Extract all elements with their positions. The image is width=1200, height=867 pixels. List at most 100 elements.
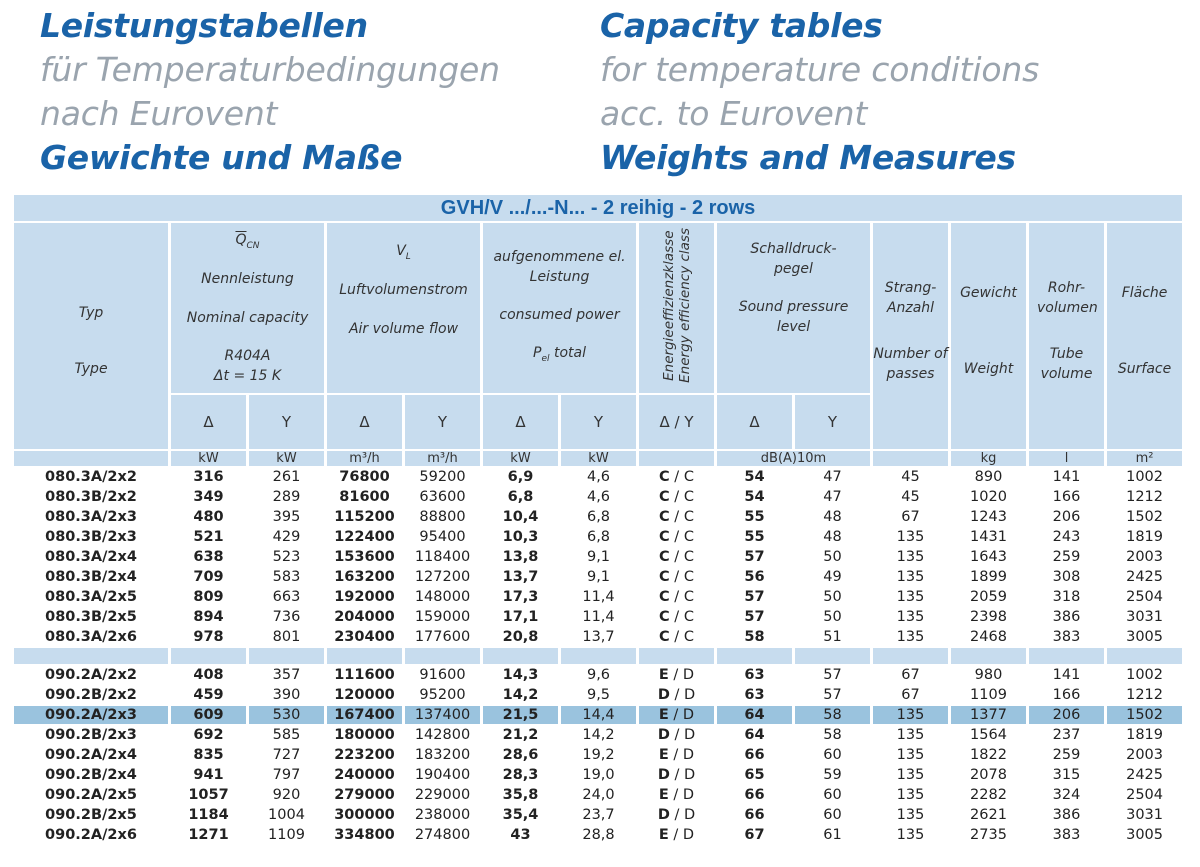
table-row: 090.2B/2x3 692 585 180000 142800 21,2 14,2 D / … bbox=[14, 726, 1183, 744]
cell-type: 080.3A/2x3 bbox=[14, 508, 168, 526]
cell-sound-delta: 63 bbox=[717, 686, 792, 704]
header-power-symbol: Pel total bbox=[533, 345, 586, 364]
cell-weight: 890 bbox=[951, 468, 1026, 486]
heading-en-line4: Weights and Measures bbox=[600, 138, 1016, 177]
cell-surface: 2504 bbox=[1107, 588, 1183, 606]
cell-surface: 3031 bbox=[1107, 608, 1183, 626]
cell-surface: 1819 bbox=[1107, 528, 1183, 546]
cell-efficiency: E / D bbox=[639, 826, 714, 844]
cell-air-star: 88800 bbox=[405, 508, 480, 526]
cell-capacity-star: 797 bbox=[249, 766, 324, 784]
cell-passes: 135 bbox=[873, 746, 948, 764]
cell-air-star: 95400 bbox=[405, 528, 480, 546]
unit-eff bbox=[639, 451, 714, 466]
cell-air-star: 148000 bbox=[405, 588, 480, 606]
table-row: 090.2A/2x3 609 530 167400 137400 21,5 14,4 E / … bbox=[14, 706, 1183, 724]
cell-sound-delta: 66 bbox=[717, 786, 792, 804]
cell-sound-star: 47 bbox=[795, 488, 870, 506]
cell-surface: 3005 bbox=[1107, 826, 1183, 844]
cell-capacity-delta: 709 bbox=[171, 568, 246, 586]
cell-efficiency: D / D bbox=[639, 766, 714, 784]
cell-power-delta: 6,9 bbox=[483, 468, 558, 486]
header-tube-de: Rohr-volumen bbox=[1037, 280, 1098, 316]
unit-pow-y: kW bbox=[561, 451, 636, 466]
cell-tube-volume: 166 bbox=[1029, 686, 1104, 704]
cell-passes: 135 bbox=[873, 568, 948, 586]
cell-capacity-delta: 1184 bbox=[171, 806, 246, 824]
efficiency-class-star: C bbox=[683, 489, 694, 505]
cell-passes: 45 bbox=[873, 468, 948, 486]
cell-air-delta: 204000 bbox=[327, 608, 402, 626]
heading-de-line1: Leistungstabellen bbox=[40, 6, 368, 45]
cell-air-delta: 120000 bbox=[327, 686, 402, 704]
cell-surface: 2425 bbox=[1107, 766, 1183, 784]
cell-capacity-delta: 809 bbox=[171, 588, 246, 606]
cell-weight: 1377 bbox=[951, 706, 1026, 724]
efficiency-class-delta: D bbox=[657, 767, 670, 783]
efficiency-class-star: D bbox=[683, 687, 696, 703]
unit-cap-d: kW bbox=[171, 451, 246, 466]
cell-type: 080.3B/2x3 bbox=[14, 528, 168, 546]
units-row: kW kW m³/h m³/h kW kW dB(A)10m kg l m² bbox=[14, 451, 1183, 466]
cell-capacity-delta: 408 bbox=[171, 666, 246, 684]
header-tube-en: Tube volume bbox=[1040, 346, 1093, 382]
cell-capacity-star: 261 bbox=[249, 468, 324, 486]
header-sound-de: Schalldruck-pegel bbox=[750, 241, 837, 277]
symbol-star: Y bbox=[561, 395, 636, 449]
unit-type bbox=[14, 451, 168, 466]
table-row: 080.3A/2x4 638 523 153600 118400 13,8 9,1 C / C… bbox=[14, 548, 1183, 566]
cell-passes: 135 bbox=[873, 826, 948, 844]
cell-weight: 1564 bbox=[951, 726, 1026, 744]
cell-capacity-star: 1004 bbox=[249, 806, 324, 824]
cell-power-delta: 13,7 bbox=[483, 568, 558, 586]
cell-power-star: 9,1 bbox=[561, 568, 636, 586]
cell-surface: 2003 bbox=[1107, 746, 1183, 764]
cell-weight: 2398 bbox=[951, 608, 1026, 626]
cell-type: 090.2A/2x3 bbox=[14, 706, 168, 724]
cell-surface: 1002 bbox=[1107, 666, 1183, 684]
efficiency-class-delta: D bbox=[657, 807, 670, 823]
cell-power-delta: 35,8 bbox=[483, 786, 558, 804]
cell-surface: 1819 bbox=[1107, 726, 1183, 744]
cell-air-delta: 163200 bbox=[327, 568, 402, 586]
cell-capacity-star: 357 bbox=[249, 666, 324, 684]
symbol-star: Y bbox=[405, 395, 480, 449]
capacity-table-wrapper: GVH/V .../...-N... - 2 reihig - 2 rows T… bbox=[14, 193, 1184, 846]
header-tube-volume: Rohr-volumen Tube volume bbox=[1029, 223, 1104, 449]
cell-type: 090.2B/2x4 bbox=[14, 766, 168, 784]
cell-air-delta: 81600 bbox=[327, 488, 402, 506]
cell-capacity-delta: 521 bbox=[171, 528, 246, 546]
cell-power-delta: 13,8 bbox=[483, 548, 558, 566]
cell-sound-delta: 65 bbox=[717, 766, 792, 784]
cell-power-delta: 17,1 bbox=[483, 608, 558, 626]
cell-passes: 67 bbox=[873, 686, 948, 704]
cell-power-delta: 10,3 bbox=[483, 528, 558, 546]
header-efficiency-text: Energieeffizienzklasse Energy efficiency … bbox=[660, 227, 693, 383]
cell-efficiency: D / D bbox=[639, 686, 714, 704]
cell-tube-volume: 308 bbox=[1029, 568, 1104, 586]
header-passes-de: Strang-Anzahl bbox=[884, 280, 937, 316]
cell-air-delta: 167400 bbox=[327, 706, 402, 724]
heading-de-line4: Gewichte und Maße bbox=[40, 138, 403, 177]
cell-capacity-delta: 1271 bbox=[171, 826, 246, 844]
efficiency-class-delta: C bbox=[659, 569, 670, 585]
efficiency-class-star: D bbox=[682, 747, 695, 763]
efficiency-class-delta: C bbox=[659, 589, 670, 605]
cell-air-star: 127200 bbox=[405, 568, 480, 586]
cell-weight: 2468 bbox=[951, 628, 1026, 646]
cell-power-delta: 28,3 bbox=[483, 766, 558, 784]
cell-weight: 1822 bbox=[951, 746, 1026, 764]
cell-power-star: 19,0 bbox=[561, 766, 636, 784]
header-capacity-en: Nominal capacity bbox=[186, 310, 309, 327]
cell-sound-delta: 67 bbox=[717, 826, 792, 844]
cell-sound-delta: 56 bbox=[717, 568, 792, 586]
symbol-delta: Δ bbox=[171, 395, 246, 449]
cell-sound-star: 49 bbox=[795, 568, 870, 586]
cell-air-star: 59200 bbox=[405, 468, 480, 486]
cell-sound-star: 51 bbox=[795, 628, 870, 646]
efficiency-class-delta: E bbox=[658, 827, 669, 843]
cell-type: 080.3B/2x5 bbox=[14, 608, 168, 626]
cell-capacity-delta: 609 bbox=[171, 706, 246, 724]
